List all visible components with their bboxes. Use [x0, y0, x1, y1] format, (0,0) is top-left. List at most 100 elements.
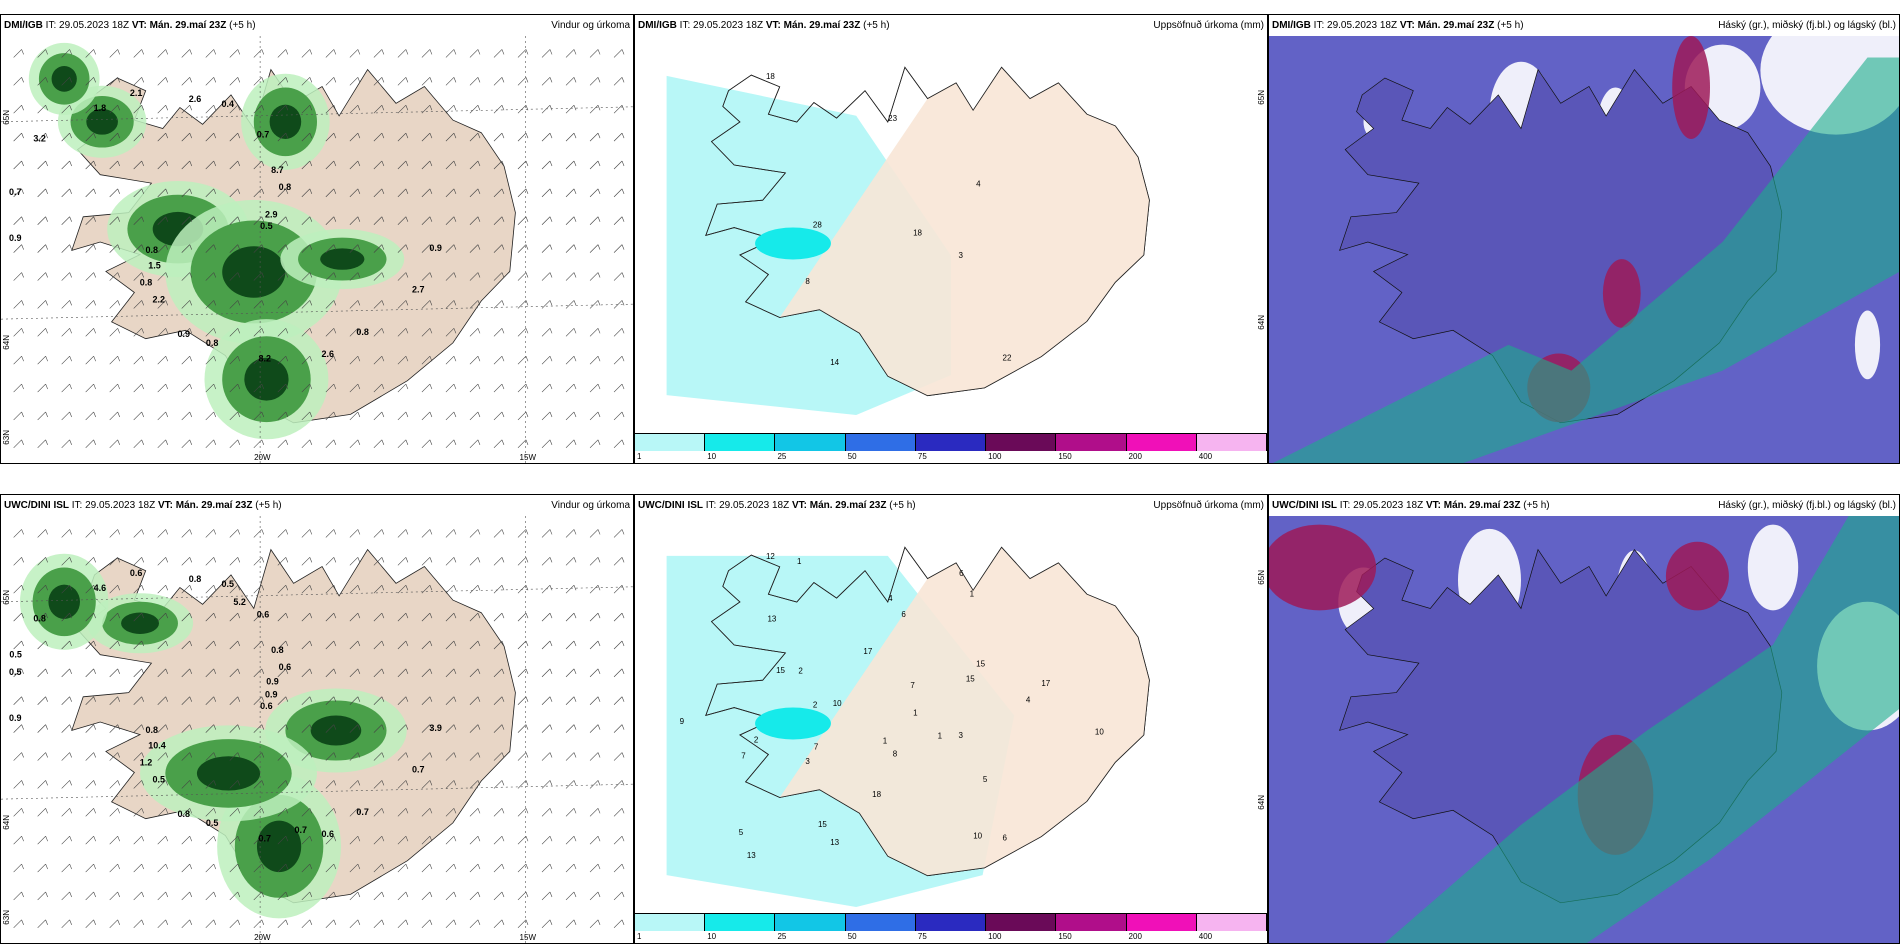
wind-barb	[109, 411, 120, 421]
wind-barb	[109, 891, 120, 901]
lat-grid	[1, 586, 633, 603]
precip-value-label: 8.7	[271, 165, 284, 175]
wind-barb	[253, 132, 265, 142]
wind-barb	[133, 77, 144, 86]
wind-barb	[37, 272, 48, 281]
wind-barb	[277, 835, 289, 845]
wind-barb	[13, 612, 24, 622]
wind-barb	[133, 835, 144, 845]
wind-barb	[109, 328, 120, 337]
wind-barb	[109, 300, 120, 309]
wind-barb	[61, 272, 72, 281]
wind-barb	[229, 529, 241, 538]
wind-barb	[613, 328, 625, 337]
wind-barb	[229, 724, 241, 733]
colorbar-tick: 400	[1198, 452, 1213, 461]
wind-barb	[589, 272, 601, 281]
wind-barb	[205, 272, 217, 281]
wind-barb	[397, 585, 409, 594]
map-canvas[interactable]	[1269, 516, 1899, 944]
wind-barb	[13, 808, 24, 817]
wind-barb	[85, 272, 96, 281]
wind-barb	[229, 919, 241, 929]
wind-barb	[157, 863, 169, 873]
wind-barb	[109, 160, 120, 170]
wind-barb	[157, 752, 169, 761]
accum-value-label: 15	[776, 666, 785, 675]
wind-barb	[109, 752, 120, 761]
wind-barb	[37, 216, 48, 225]
wind-barb	[469, 105, 481, 114]
wind-barb	[133, 328, 144, 337]
wind-barb	[157, 640, 169, 650]
wind-barb	[349, 49, 361, 58]
wind-barb	[229, 160, 241, 170]
wind-barb	[517, 780, 529, 789]
wind-barb	[37, 919, 48, 929]
precip-value-label: 0.8	[140, 278, 153, 288]
accum-value-label: 10	[973, 831, 982, 840]
wind-barb	[61, 919, 72, 929]
wind-barb	[133, 244, 144, 253]
wind-barb	[133, 863, 144, 873]
precip-heavy	[86, 108, 118, 135]
wind-barb	[565, 132, 577, 142]
wind-barb	[133, 216, 144, 225]
wind-barb	[85, 835, 96, 845]
colorbar-swatch	[775, 434, 846, 451]
wind-barb	[589, 585, 601, 594]
wind-barb	[205, 696, 217, 705]
precip-value-label: 8.2	[258, 354, 271, 364]
wind-barb	[253, 919, 265, 929]
colorbar-swatch	[635, 914, 706, 931]
wind-barb	[325, 835, 337, 845]
wind-barb	[565, 328, 577, 337]
map-canvas[interactable]	[1269, 36, 1899, 464]
wind-barb	[37, 808, 48, 817]
precip-value-label: 0.7	[258, 834, 271, 844]
wind-barb	[517, 835, 529, 845]
wind-barb	[373, 411, 385, 421]
wind-barb	[205, 640, 217, 650]
wind-barb	[229, 640, 241, 650]
colorbar-swatch	[705, 914, 776, 931]
accum-value-label: 13	[747, 851, 756, 860]
wind-barb	[13, 557, 24, 566]
lat-label: 64N	[1257, 315, 1266, 330]
wind-barb	[277, 780, 289, 789]
map-canvas[interactable]: 18 8 23 22 28 4 14 18 3	[635, 36, 1267, 435]
wind-barb	[517, 160, 529, 170]
wind-barb	[613, 49, 625, 58]
wind-barb	[301, 411, 313, 421]
wind-barb	[565, 411, 577, 421]
wind-barb	[421, 132, 433, 142]
wind-barb	[565, 612, 577, 622]
wind-barb	[37, 640, 48, 650]
wind-barb	[517, 919, 529, 929]
accum-value-label: 17	[863, 647, 872, 656]
wind-barb	[397, 863, 409, 873]
wind-barb	[253, 328, 265, 337]
wind-barb	[13, 724, 24, 733]
wind-barb	[301, 696, 313, 705]
wind-barb	[133, 891, 144, 901]
wind-barb	[253, 439, 265, 449]
wind-barb	[397, 891, 409, 901]
map-canvas[interactable]: 0.5 0.8 0.4 2.6 0.7 0.8 0.9 2.1 2.7 0.8 0.7 8.2 3.2 2…	[1, 36, 633, 464]
wind-barb	[421, 383, 433, 393]
panel-title: Uppsöfnuð úrkoma (mm)	[1153, 20, 1264, 31]
wind-barb	[445, 919, 457, 929]
wind-barb	[565, 272, 577, 281]
wind-barb	[85, 244, 96, 253]
wind-barb	[301, 216, 313, 225]
precip-value-label: 0.7	[257, 130, 270, 140]
wind-barb	[157, 77, 169, 86]
lon-label: 20W	[254, 933, 271, 942]
map-canvas[interactable]: 0.61.20.50.60.5 0.60.80.60.70.80.60.70.80…	[1, 516, 633, 944]
map-canvas[interactable]: 1346215131237681517131759718131076101015…	[635, 516, 1267, 915]
wind-barb	[157, 188, 169, 198]
wind-barb	[133, 355, 144, 365]
accum-value-label: 1	[913, 709, 918, 718]
accum-value-label: 10	[833, 699, 842, 708]
wind-barb	[421, 328, 433, 337]
